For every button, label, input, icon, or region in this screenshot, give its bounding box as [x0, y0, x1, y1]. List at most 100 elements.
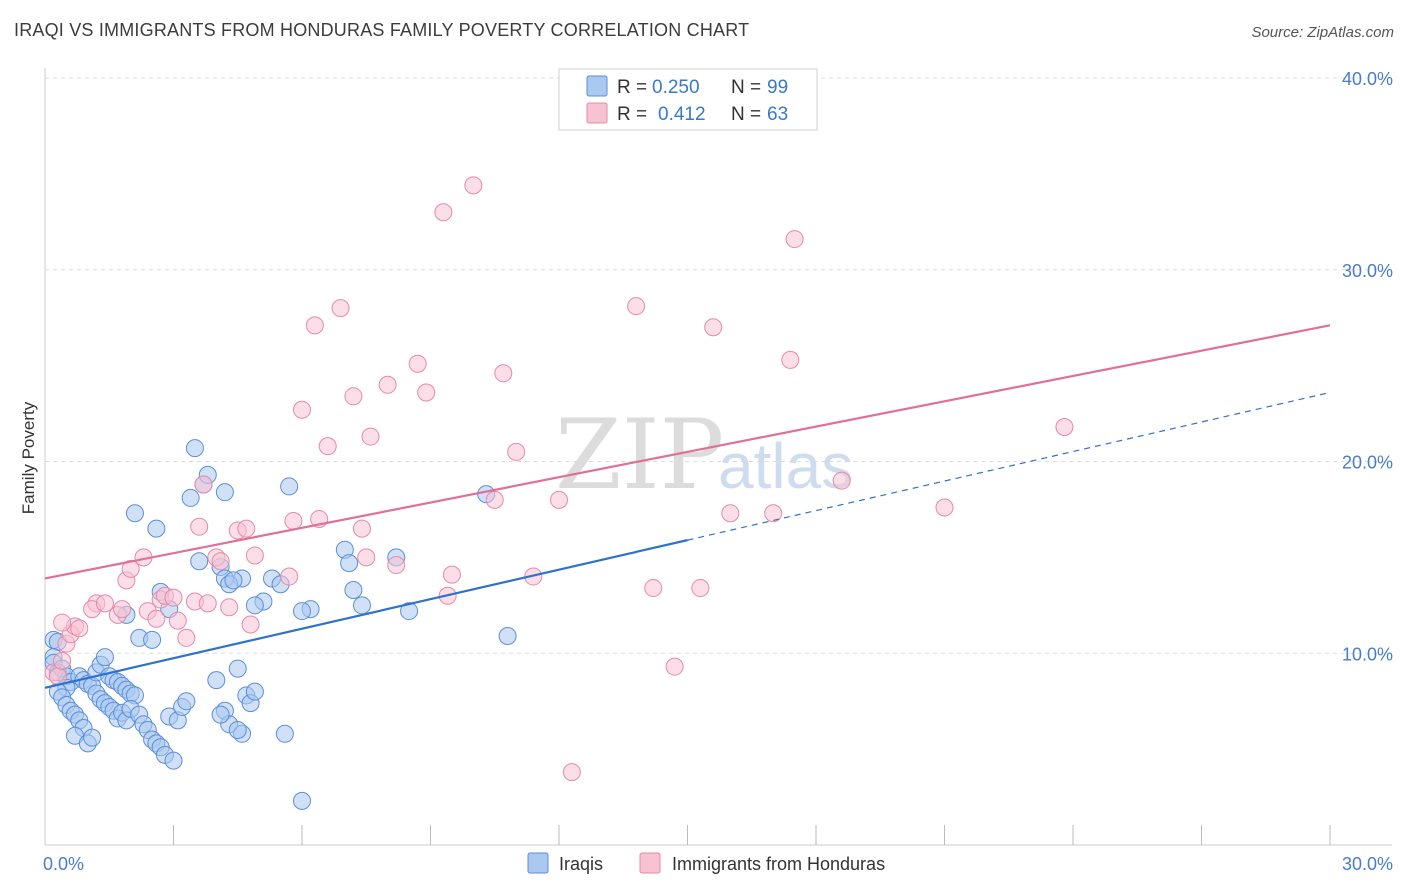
chart-title: IRAQI VS IMMIGRANTS FROM HONDURAS FAMILY… — [14, 20, 750, 40]
point-iraqis-87 — [275, 724, 294, 743]
axes — [44, 68, 1392, 846]
point-honduras-34 — [280, 567, 299, 586]
point-honduras-6 — [53, 613, 72, 632]
legend-n-value-2: 63 — [767, 104, 788, 125]
point-iraqis-59 — [125, 504, 144, 523]
point-iraqis-53 — [177, 692, 196, 711]
point-honduras-35 — [284, 511, 303, 530]
point-honduras-25 — [194, 475, 213, 494]
legend-r-label-2: R = — [617, 104, 647, 125]
watermark-zip: ZIP — [555, 399, 724, 511]
y-tick-label-2: 30.0% — [1342, 261, 1393, 281]
point-iraqis-88 — [293, 791, 311, 810]
point-honduras-20 — [164, 588, 183, 607]
y-tick-label-0: 10.0% — [1342, 644, 1393, 664]
legend-r-value-2: 0.412 — [658, 104, 706, 125]
point-honduras-47 — [408, 354, 427, 373]
point-honduras-53 — [485, 490, 504, 509]
x-tick-label-0: 0.0% — [43, 854, 84, 874]
bottom-legend-label-iraqis: Iraqis — [559, 854, 603, 874]
point-honduras-32 — [245, 546, 264, 565]
point-honduras-45 — [378, 375, 397, 394]
point-iraqis-72 — [207, 671, 226, 690]
point-honduras-31 — [237, 519, 256, 538]
point-iraqis-78 — [228, 720, 247, 739]
point-honduras-43 — [357, 548, 376, 567]
point-honduras-29 — [220, 598, 239, 617]
point-honduras-40 — [331, 299, 350, 318]
point-iraqis-86 — [280, 477, 299, 496]
point-honduras-17 — [147, 609, 166, 628]
point-honduras-66 — [785, 230, 804, 249]
point-honduras-70 — [562, 763, 581, 782]
point-honduras-52 — [464, 176, 483, 195]
point-honduras-21 — [168, 611, 187, 630]
point-honduras-2 — [53, 651, 72, 670]
point-honduras-65 — [781, 350, 800, 369]
point-iraqis-92 — [344, 580, 363, 599]
point-iraqis-18 — [83, 728, 102, 747]
point-honduras-14 — [121, 559, 140, 578]
point-honduras-48 — [417, 383, 436, 402]
point-honduras-24 — [190, 517, 209, 536]
point-honduras-1 — [48, 667, 67, 686]
point-honduras-7 — [70, 619, 89, 638]
point-honduras-37 — [305, 316, 324, 335]
point-iraqis-81 — [245, 682, 264, 701]
point-honduras-54 — [494, 364, 513, 383]
point-honduras-62 — [704, 318, 723, 337]
point-honduras-55 — [507, 442, 526, 461]
bottom-legend: Iraqis Immigrants from Honduras — [527, 852, 885, 874]
point-iraqis-60 — [147, 519, 166, 538]
legend-n-value-1: 99 — [767, 77, 788, 98]
point-iraqis-66 — [215, 483, 234, 502]
point-honduras-10 — [95, 594, 114, 613]
point-honduras-60 — [665, 657, 684, 676]
point-honduras-61 — [691, 579, 710, 598]
legend-swatch-honduras — [586, 102, 608, 124]
legend-swatch-iraqis — [586, 75, 608, 97]
legend-r-label-1: R = — [617, 77, 647, 98]
source-label: Source: ZipAtlas.com — [1251, 24, 1394, 41]
point-honduras-33 — [241, 615, 260, 634]
point-iraqis-90 — [293, 602, 311, 621]
point-iraqis-73 — [228, 659, 247, 678]
legend-box: R = 0.250 N = 99 R = 0.412 N = 63 — [558, 68, 818, 131]
bottom-legend-swatch-honduras — [639, 852, 661, 874]
point-honduras-67 — [832, 471, 851, 490]
point-honduras-58 — [627, 297, 646, 316]
point-iraqis-98 — [498, 626, 517, 645]
x-tick-labels: 0.0% 30.0% — [43, 854, 1393, 874]
legend-r-value-1: 0.250 — [652, 77, 700, 98]
point-honduras-49 — [434, 203, 453, 222]
point-honduras-39 — [318, 437, 337, 456]
point-honduras-28 — [211, 552, 230, 571]
point-honduras-64 — [764, 504, 783, 523]
point-iraqis-96 — [400, 602, 419, 621]
point-honduras-26 — [198, 594, 217, 613]
trend-line-iraqis — [44, 539, 688, 689]
point-iraqis-55 — [143, 630, 162, 649]
bottom-legend-label-honduras: Immigrants from Honduras — [672, 854, 885, 874]
gridlines — [45, 77, 1392, 654]
bottom-legend-swatch-iraqis — [527, 852, 549, 874]
point-iraqis-49 — [164, 751, 183, 770]
trend-line-honduras — [44, 324, 1331, 580]
point-honduras-46 — [387, 556, 406, 575]
legend-n-label-2: N = — [731, 104, 761, 125]
x-tick-label-1: 30.0% — [1342, 854, 1393, 874]
point-honduras-42 — [352, 519, 371, 538]
point-iraqis-71 — [224, 571, 243, 590]
point-iraqis-93 — [352, 596, 371, 615]
point-iraqis-30 — [95, 648, 114, 667]
y-tick-labels: 10.0% 20.0% 30.0% 40.0% — [1342, 69, 1393, 664]
point-honduras-36 — [293, 400, 311, 419]
point-honduras-69 — [1055, 417, 1074, 436]
y-tick-label-1: 20.0% — [1342, 453, 1393, 473]
trend-lines — [44, 324, 1331, 689]
point-honduras-44 — [361, 427, 380, 446]
y-tick-label-3: 40.0% — [1342, 69, 1393, 89]
point-honduras-51 — [442, 565, 461, 584]
point-honduras-41 — [344, 387, 363, 406]
point-honduras-63 — [721, 504, 740, 523]
